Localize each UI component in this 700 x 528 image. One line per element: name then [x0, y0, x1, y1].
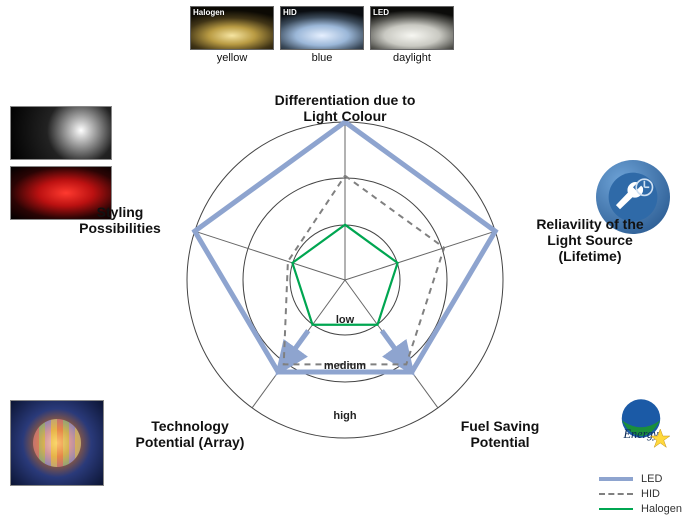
legend-row-halogen: Halogen: [599, 503, 682, 515]
legend-row-hid: HID: [599, 488, 682, 500]
legend-label-halogen: Halogen: [641, 503, 682, 515]
legend-swatch-hid: [599, 493, 633, 495]
legend-swatch-led: [599, 477, 633, 481]
legend-label-led: LED: [641, 473, 662, 485]
axis-title-diff: Differentiation due toLight Colour: [245, 92, 445, 124]
legend-row-led: LED: [599, 473, 682, 485]
ring-label-medium: medium: [324, 360, 366, 372]
axis-title-style: StylingPossibilities: [50, 204, 190, 236]
ring-label-low: low: [336, 314, 354, 326]
legend: LED HID Halogen: [599, 473, 682, 518]
legend-swatch-halogen: [599, 508, 633, 510]
stage: Halogen yellow HID blue LED daylight: [0, 0, 700, 528]
ring-label-high: high: [333, 410, 356, 422]
axis-title-rel: Reliavility of theLight Source(Lifetime): [510, 216, 670, 264]
legend-label-hid: HID: [641, 488, 660, 500]
axis-title-fuel: Fuel SavingPotential: [430, 418, 570, 450]
axis-title-tech: TechnologyPotential (Array): [110, 418, 270, 450]
